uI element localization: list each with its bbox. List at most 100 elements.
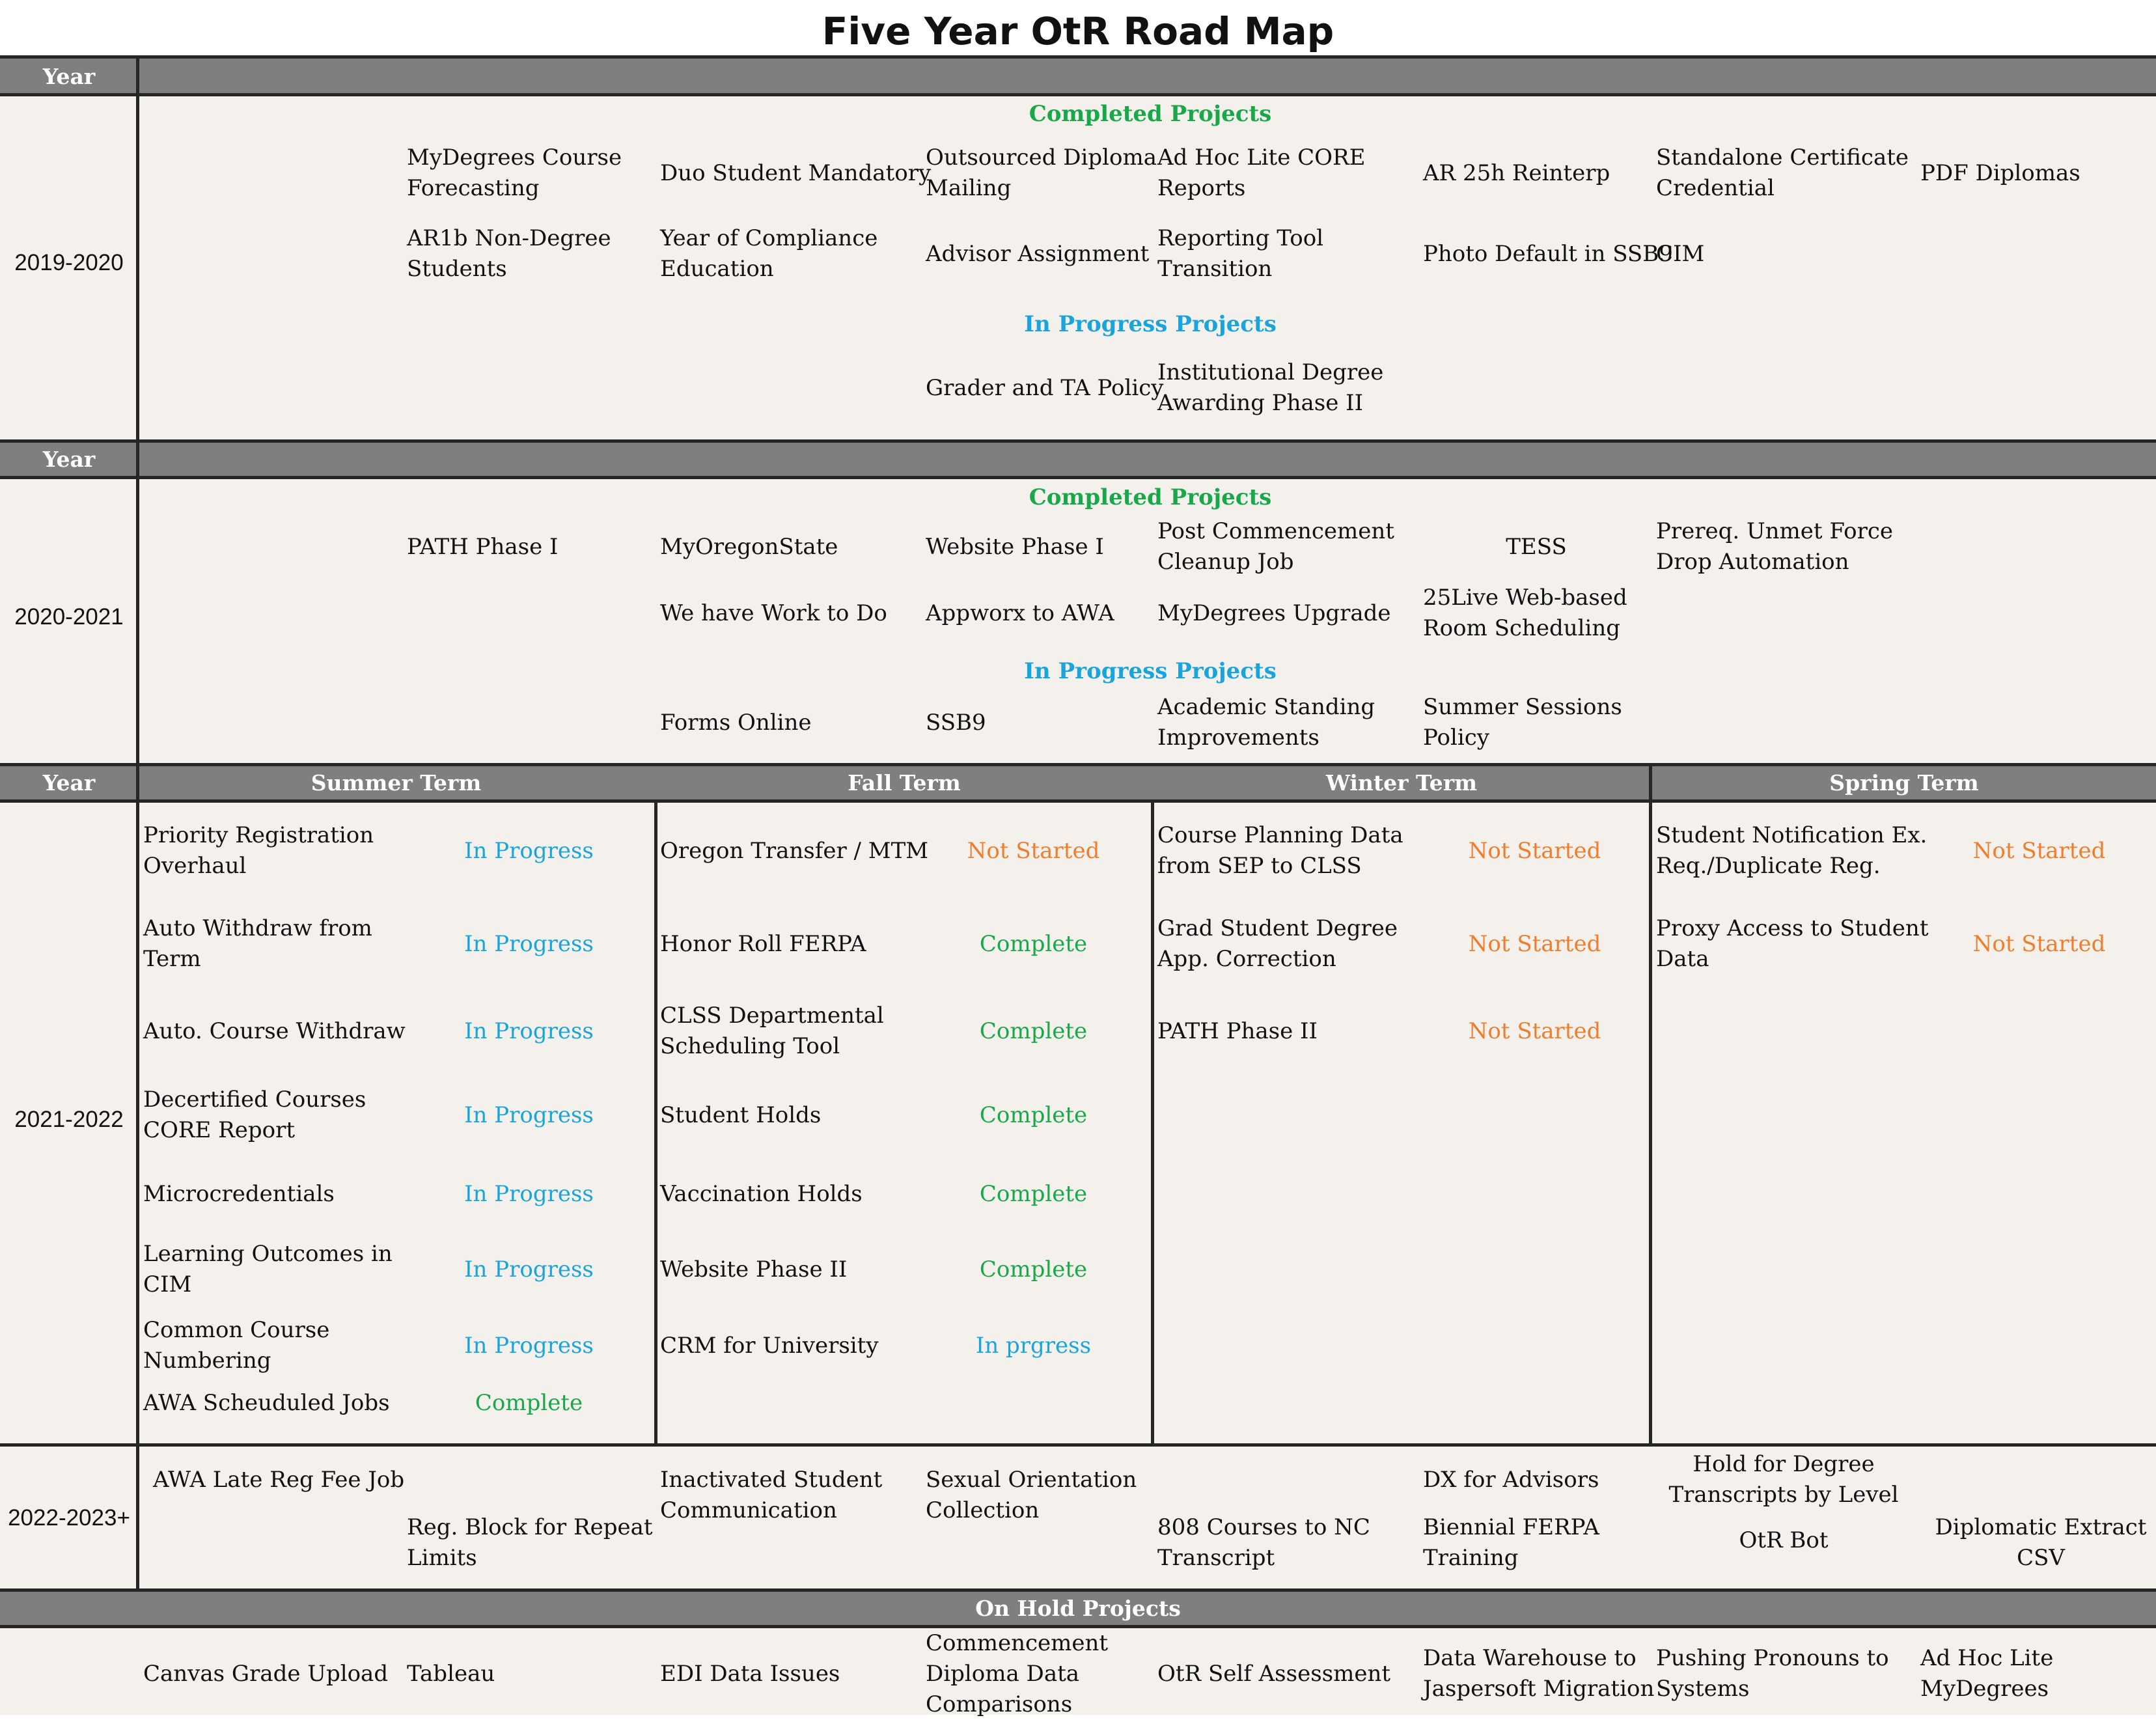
completed-projects-label: Completed Projects [1029, 101, 1272, 127]
completed-project-line: Photo Default in SSB9 [1423, 240, 1673, 267]
spring-project-name-line: Proxy Access to Student [1656, 915, 1929, 941]
status-label: In Progress [464, 1018, 594, 1044]
in-progress-projects-label: In Progress Projects [1024, 311, 1277, 337]
project-2022-line: DX for Advisors [1423, 1466, 1599, 1493]
rule [0, 763, 2156, 766]
project-2022: Biennial FERPA Training [1423, 1512, 1599, 1574]
completed-project-line: Prereq. Unmet Force [1656, 518, 1894, 544]
fall-project-name: Website Phase II [660, 1255, 847, 1285]
year-column-rule [136, 55, 139, 1590]
project-2022: 808 Courses to NC Transcript [1157, 1512, 1370, 1574]
project-2022-line: Limits [407, 1545, 477, 1571]
fall-project-name: Honor Roll FERPA [660, 929, 866, 960]
status-label: Complete [475, 1390, 583, 1416]
project-2022: AWA Late Reg Fee Job [153, 1465, 404, 1495]
on-hold-project-line: Comparisons [926, 1691, 1073, 1717]
summer-project-name-line: CORE Report [143, 1117, 295, 1143]
completed-project-line: Outsourced Diploma [926, 145, 1157, 171]
on-hold-project: Data Warehouse to Jaspersoft Migration [1423, 1643, 1654, 1704]
completed-project: Photo Default in SSB9 [1423, 239, 1673, 270]
on-hold-project-line: Ad Hoc Lite [1920, 1645, 2054, 1671]
fall-project-name-line: Honor Roll FERPA [660, 930, 866, 957]
project-2022-line: Inactivated Student [660, 1467, 883, 1493]
fall-project-name: Student Holds [660, 1100, 821, 1131]
project-2022: OtR Bot [1666, 1525, 1901, 1556]
status-label: Not Started [1972, 838, 2106, 864]
completed-project-line: Credential [1656, 175, 1775, 201]
project-2022: Sexual Orientation Collection [926, 1465, 1137, 1526]
summer-project-name-line: Auto Withdraw from [143, 915, 372, 941]
term-rule-winter-spring [1649, 763, 1652, 1443]
completed-project-line: Room Scheduling [1423, 615, 1621, 641]
status-label: Complete [979, 1102, 1088, 1128]
fall-project-name: CLSS Departmental Scheduling Tool [660, 1001, 884, 1062]
on-hold-project-line: Pushing Pronouns to [1656, 1645, 1889, 1671]
on-hold-project-line: Systems [1656, 1676, 1750, 1702]
status-label: Complete [979, 1181, 1088, 1207]
completed-project: PDF Diplomas [1920, 158, 2080, 189]
in-progress-project-line: Academic Standing [1157, 694, 1375, 720]
summer-term-header: Summer Term [311, 770, 482, 796]
rule [0, 1588, 2156, 1592]
term-rule-summer-fall [654, 799, 657, 1443]
status-label: Complete [979, 1256, 1088, 1283]
on-hold-project: Commencement Diploma Data Comparisons [926, 1628, 1108, 1720]
project-2022-line: Hold for Degree [1693, 1451, 1875, 1477]
status-label: In Progress [464, 1333, 594, 1359]
completed-project-line: TESS [1506, 533, 1567, 560]
summer-project-name-line: AWA Scheuduled Jobs [143, 1389, 390, 1416]
completed-project-line: MyDegrees Upgrade [1157, 600, 1391, 626]
project-2022-line: Biennial FERPA [1423, 1514, 1599, 1540]
in-progress-project-line: Institutional Degree [1157, 359, 1384, 385]
completed-project: Ad Hoc Lite CORE Reports [1157, 143, 1365, 204]
completed-project: Standalone Certificate Credential [1656, 143, 1909, 204]
completed-project-line: 25Live Web-based [1423, 585, 1627, 611]
completed-project: We have Work to Do [660, 598, 887, 629]
project-2022-line: Training [1423, 1545, 1519, 1571]
completed-project: Outsourced Diploma Mailing [926, 143, 1157, 204]
rule [0, 55, 2156, 59]
fall-project-name-line: Vaccination Holds [660, 1180, 863, 1207]
section-2021-body [0, 801, 2156, 1445]
in-progress-project-line: Awarding Phase II [1157, 390, 1364, 416]
summer-project-name: Auto Withdraw from Term [143, 913, 372, 975]
completed-project-line: Education [660, 256, 774, 282]
completed-project: 25Live Web-based Room Scheduling [1423, 583, 1627, 644]
completed-project-line: Appworx to AWA [926, 600, 1114, 626]
completed-project-line: Transition [1157, 256, 1273, 282]
completed-project: CIM [1656, 239, 1704, 270]
fall-project-name-line: CLSS Departmental [660, 1003, 884, 1029]
in-progress-project: Summer Sessions Policy [1423, 692, 1622, 753]
summer-project-name-line: Microcredentials [143, 1180, 335, 1207]
spring-project-name: Proxy Access to Student Data [1656, 913, 1929, 975]
completed-project: Prereq. Unmet Force Drop Automation [1656, 516, 1893, 577]
in-progress-project: Grader and TA Policy [926, 373, 1164, 404]
completed-project: AR 25h Reinterp [1423, 158, 1610, 189]
project-2022: Diplomatic Extract CSV [1924, 1512, 2156, 1574]
completed-project-line: Website Phase I [926, 533, 1104, 560]
on-hold-project: EDI Data Issues [660, 1659, 840, 1689]
on-hold-project-line: Diploma Data [926, 1660, 1080, 1687]
project-2022-line: Collection [926, 1497, 1040, 1523]
completed-project-line: Advisor Assignment [926, 240, 1150, 267]
summer-project-name-line: Term [143, 946, 201, 972]
completed-project-line: CIM [1656, 240, 1705, 267]
on-hold-project-line: Tableau [407, 1660, 495, 1687]
completed-project-line: We have Work to Do [660, 600, 887, 626]
summer-project-name: Priority Registration Overhaul [143, 820, 374, 881]
completed-project-line: Duo Student Mandatory [660, 160, 932, 186]
on-hold-project: Tableau [407, 1659, 495, 1689]
project-2022-line: Transcripts by Level [1668, 1482, 1899, 1508]
fall-project-name: CRM for University [660, 1331, 879, 1361]
in-progress-project-line: Grader and TA Policy [926, 374, 1164, 401]
status-label: In Progress [464, 1102, 594, 1128]
fall-project-name-line: Scheduling Tool [660, 1033, 840, 1059]
status-label: Not Started [1468, 1018, 1601, 1044]
completed-project: Year of Compliance Education [660, 223, 878, 284]
project-2022-line: Communication [660, 1497, 837, 1523]
completed-project: Post Commencement Cleanup Job [1157, 516, 1394, 577]
in-progress-projects-label: In Progress Projects [1024, 658, 1277, 684]
on-hold-project: Ad Hoc Lite MyDegrees [1920, 1643, 2053, 1704]
winter-project-name-line: from SEP to CLSS [1157, 853, 1362, 879]
completed-project-line: PDF Diplomas [1920, 160, 2080, 186]
